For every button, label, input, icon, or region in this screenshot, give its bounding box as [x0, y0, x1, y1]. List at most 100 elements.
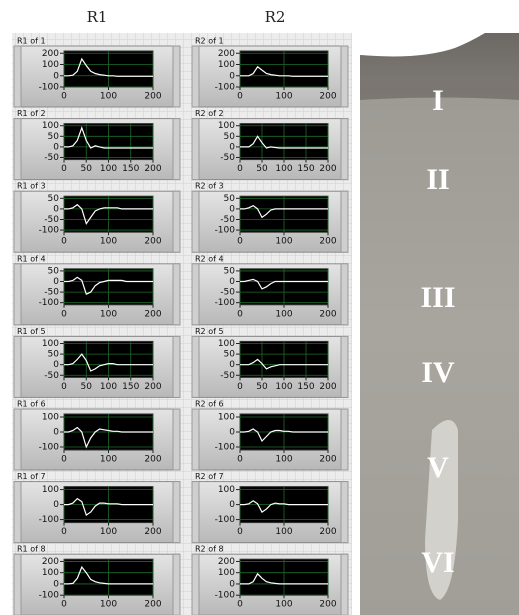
y-tick-label: 50 — [224, 132, 236, 142]
y-tick-label: 0 — [53, 142, 59, 152]
x-tick-label: 0 — [237, 382, 243, 392]
y-tick-label: 0 — [53, 500, 59, 510]
layer-label: VI — [421, 546, 454, 579]
panel-title: R2 of 8 — [195, 545, 224, 554]
y-tick-label: 100 — [218, 339, 235, 349]
panel-tab — [341, 409, 348, 470]
panel-title: R1 of 1 — [17, 37, 46, 46]
y-tick-label: 100 — [42, 339, 59, 349]
y-tick-label: -50 — [220, 215, 235, 225]
y-tick-label: 100 — [42, 413, 59, 423]
x-tick-label: 0 — [237, 92, 243, 102]
y-tick-label: 100 — [42, 485, 59, 495]
x-tick-label: 100 — [100, 455, 117, 465]
panel-tab — [192, 191, 199, 252]
x-tick-label: 100 — [275, 164, 292, 174]
panel-tab — [341, 119, 348, 180]
x-tick-label: 200 — [144, 92, 161, 102]
panel-title: R1 of 2 — [17, 109, 46, 118]
x-tick-label: 50 — [81, 382, 93, 392]
y-tick-label: 50 — [48, 350, 60, 360]
x-tick-label: 0 — [61, 237, 67, 247]
y-tick-label: -50 — [44, 153, 59, 163]
y-tick-label: 50 — [48, 194, 60, 204]
panel-tab — [14, 336, 21, 397]
y-tick-label: -50 — [44, 288, 59, 298]
x-tick-label: 100 — [275, 309, 292, 319]
y-tick-label: 100 — [218, 485, 235, 495]
panel-tab — [173, 336, 180, 397]
waveform-panel: R1 of 71000-1000100200 — [14, 472, 180, 542]
y-tick-label: 0 — [53, 428, 59, 438]
x-tick-label: 150 — [297, 382, 314, 392]
column-header: R2 — [265, 8, 286, 26]
x-tick-label: 0 — [61, 455, 67, 465]
x-tick-label: 100 — [100, 527, 117, 537]
x-tick-label: 100 — [100, 309, 117, 319]
x-tick-label: 100 — [275, 600, 292, 610]
x-tick-label: 0 — [61, 600, 67, 610]
y-tick-label: 0 — [53, 204, 59, 214]
panel-title: R2 of 7 — [195, 472, 224, 481]
panel-title: R1 of 7 — [17, 472, 46, 481]
y-tick-label: -100 — [215, 515, 236, 525]
panel-tab — [173, 409, 180, 470]
panel-tab — [173, 119, 180, 180]
panel-tab — [192, 46, 199, 107]
x-tick-label: 200 — [319, 455, 336, 465]
panel-tab — [192, 336, 199, 397]
y-tick-label: 200 — [42, 557, 59, 567]
x-tick-label: 0 — [237, 527, 243, 537]
x-tick-label: 0 — [237, 455, 243, 465]
y-tick-label: 0 — [53, 277, 59, 287]
panel-tab — [192, 482, 199, 543]
x-tick-label: 200 — [144, 600, 161, 610]
panel-tab — [192, 119, 199, 180]
panel-tab — [341, 336, 348, 397]
panel-tab — [192, 554, 199, 615]
x-tick-label: 50 — [256, 382, 268, 392]
panel-title: R1 of 6 — [17, 400, 46, 409]
panel-title: R1 of 4 — [17, 254, 46, 263]
panel-title: R1 of 5 — [17, 327, 46, 336]
y-tick-label: -100 — [39, 443, 60, 453]
layer-label: II — [426, 163, 449, 196]
waveform-panel: R2 of 71000-1000100200 — [192, 472, 348, 542]
y-tick-label: -50 — [220, 153, 235, 163]
y-tick-label: 50 — [48, 266, 60, 276]
y-tick-label: 100 — [218, 121, 235, 131]
panel-tab — [173, 264, 180, 325]
y-tick-label: -100 — [215, 591, 236, 601]
x-tick-label: 200 — [319, 600, 336, 610]
y-tick-label: 0 — [229, 360, 235, 370]
panel-tab — [14, 409, 21, 470]
y-tick-label: -50 — [220, 371, 235, 381]
y-tick-label: 0 — [229, 277, 235, 287]
layer-label: V — [427, 451, 449, 484]
waveform-panel: R1 of 82001000-1000100200 — [14, 545, 180, 615]
layer-label: I — [432, 84, 444, 117]
layer-label: III — [420, 281, 455, 314]
panel-title: R2 of 3 — [195, 182, 224, 191]
panel-title: R1 of 3 — [17, 182, 46, 191]
y-tick-label: 200 — [42, 49, 59, 59]
x-tick-label: 200 — [319, 309, 336, 319]
x-tick-label: 100 — [100, 237, 117, 247]
y-tick-label: -100 — [39, 591, 60, 601]
column-header: R1 — [87, 8, 108, 26]
panel-tab — [192, 264, 199, 325]
panel-tab — [173, 46, 180, 107]
panel-tab — [341, 46, 348, 107]
x-tick-label: 200 — [144, 527, 161, 537]
x-tick-label: 200 — [144, 455, 161, 465]
figure: R1 R2 IIIIIIIVVVI R1 of 12001000-1000100… — [0, 0, 519, 615]
x-tick-label: 0 — [237, 600, 243, 610]
panel-tab — [341, 191, 348, 252]
y-tick-label: 0 — [53, 360, 59, 370]
panel-tab — [14, 119, 21, 180]
y-tick-label: 0 — [229, 142, 235, 152]
